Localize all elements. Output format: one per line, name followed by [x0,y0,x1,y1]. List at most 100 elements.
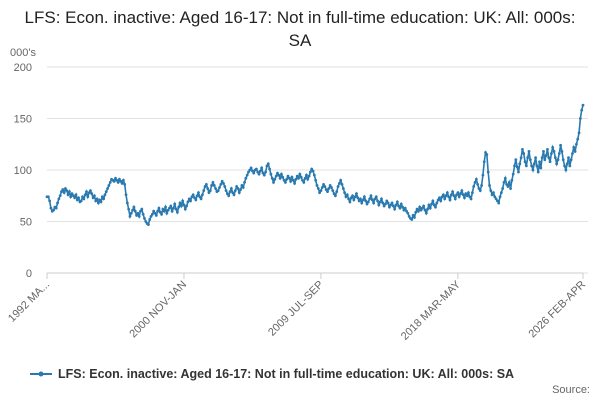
data-point [256,170,260,174]
data-point [69,195,73,199]
data-point [77,196,81,200]
data-point [278,176,282,180]
data-point [226,192,229,196]
data-point [378,200,382,204]
data-point [291,178,295,182]
data-point [75,198,79,202]
x-tick-label: 2000 NOV-JAN [127,279,189,341]
data-point [362,195,366,199]
data-point [323,185,327,188]
data-point [185,204,188,208]
data-point [552,150,556,153]
data-point [447,195,451,199]
data-point [418,205,422,209]
y-tick-label: 100 [14,165,32,177]
data-point [405,209,408,213]
data-point [147,223,150,226]
data-point [563,164,566,168]
data-point [129,211,133,215]
y-axis-label: 000's [10,47,36,59]
data-point [335,190,339,194]
data-point [287,176,291,180]
data-point [534,156,537,160]
data-point [133,209,137,213]
data-point [197,191,200,195]
data-point [258,169,262,173]
data-point [94,199,98,203]
data-point [162,209,166,213]
data-point [494,197,498,201]
data-point [290,175,294,179]
data-point [511,172,515,176]
x-tick-label: 1992 MA... [6,279,52,325]
data-point [490,193,494,197]
data-point [96,201,100,205]
legend-marker [38,371,44,377]
data-point [58,194,62,198]
data-point [438,196,441,200]
data-point [319,189,323,193]
data-point [64,187,67,190]
data-point [114,176,117,180]
data-point [497,201,501,205]
data-point [212,184,216,187]
data-point [492,191,495,195]
data-point [373,197,377,201]
data-point [247,170,250,174]
data-point [208,189,212,193]
data-point [118,177,121,181]
data-point [140,207,144,211]
data-point [569,158,573,162]
data-point [480,184,483,187]
data-point [95,197,99,201]
data-point [123,183,127,186]
data-point [324,188,328,191]
data-point [493,195,497,199]
data-point [266,162,270,166]
data-point [481,173,485,177]
data-point [239,188,242,191]
data-point [522,152,526,155]
data-point [368,197,372,201]
data-point [264,170,268,174]
data-point [262,173,266,177]
data-point [406,211,410,215]
data-point [108,180,112,184]
data-point [314,178,318,182]
data-point [381,201,385,205]
data-point [306,177,310,181]
data-point [272,180,275,184]
data-point [365,202,369,206]
data-point [137,214,141,218]
data-point [182,203,186,207]
data-point [514,158,518,162]
data-point [457,195,461,199]
data-point [361,198,365,202]
data-point [149,214,153,218]
data-point [427,203,431,207]
chart-title: LFS: Econ. inactive: Aged 16-17: Not in … [24,8,576,50]
data-point [551,145,555,149]
data-point [390,201,394,205]
data-point [220,179,224,183]
data-point [121,178,125,182]
data-point [115,178,119,182]
data-point [178,201,182,205]
data-point [161,207,165,211]
data-point [56,201,59,205]
data-point [503,176,507,180]
data-point [388,205,391,209]
data-point [289,179,293,183]
data-point [316,187,320,190]
data-point [565,162,569,166]
data-point [131,208,135,212]
data-point [411,213,415,217]
data-point [573,150,577,153]
data-point [136,211,140,215]
data-point [498,195,502,199]
data-point [125,201,129,205]
data-point [102,197,106,201]
data-point [328,184,332,187]
data-point [257,172,261,176]
data-point [89,189,92,193]
